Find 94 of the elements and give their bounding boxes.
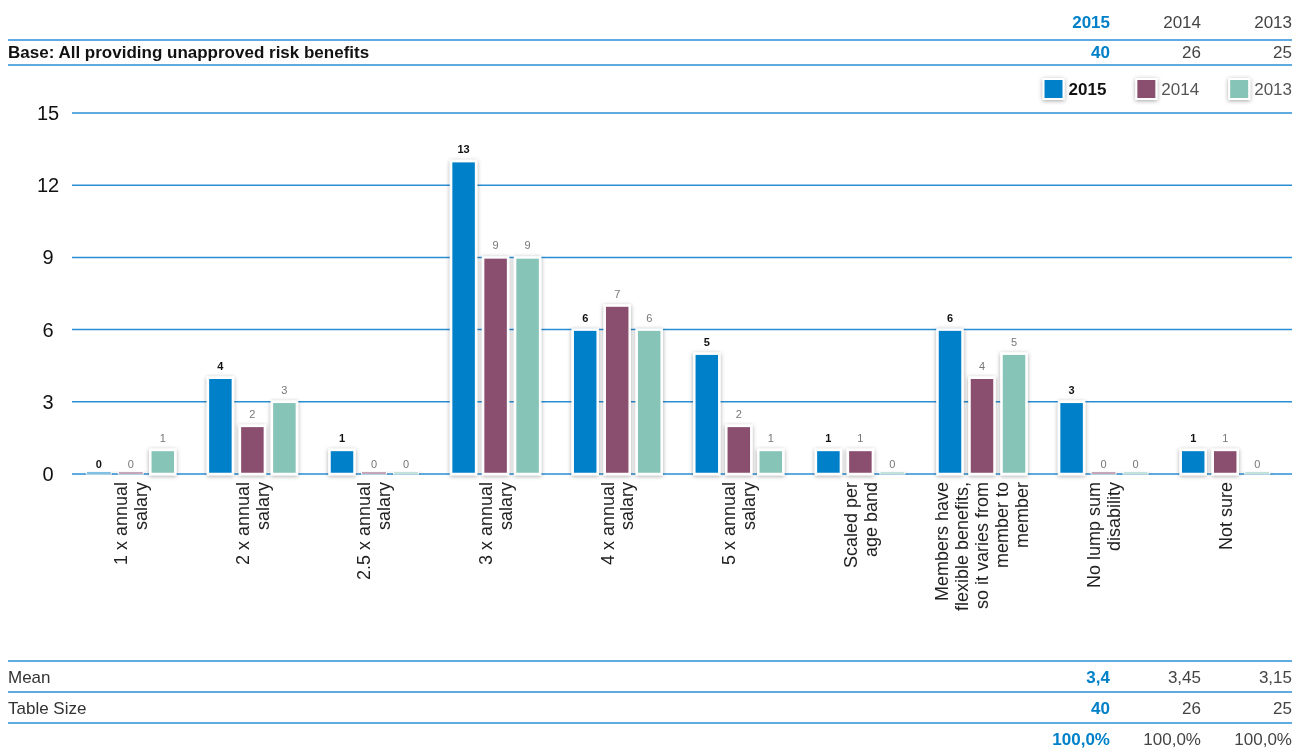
text: Table Size [8, 699, 87, 718]
text: 25 [1273, 43, 1292, 62]
text: 100,0% [1234, 730, 1292, 749]
bar [693, 352, 721, 476]
y-tick-label: 9 [42, 246, 54, 269]
x-tick-label: 2.5 x annual salary [354, 482, 395, 581]
text: 26 [1182, 699, 1201, 718]
text: 3,4 [1086, 668, 1111, 687]
data-label: 1 [1222, 431, 1229, 444]
y-tick-label: 6 [42, 318, 54, 341]
data-label: 4 [217, 359, 225, 372]
text: 2013 [1254, 13, 1292, 32]
bar [1000, 352, 1028, 476]
text: 40 [1091, 699, 1110, 718]
data-label: 5 [703, 335, 710, 348]
data-label: 0 [95, 458, 102, 470]
x-tick-label: 4 x annual salary [597, 482, 638, 566]
text: 3,45 [1167, 668, 1201, 687]
data-label: 2 [735, 407, 742, 420]
bar [85, 471, 112, 475]
x-tick-label: 2 x annual salary [232, 482, 273, 566]
data-label: 0 [127, 458, 134, 470]
bar [879, 471, 906, 475]
data-label: 1 [159, 431, 166, 444]
data-label: 5 [1010, 335, 1018, 348]
text: 25 [1273, 699, 1292, 718]
x-tick-label: 1 x annual salary [111, 482, 152, 566]
data-label: 6 [946, 311, 954, 324]
bar [603, 304, 631, 476]
bar [571, 328, 599, 476]
bar [757, 448, 785, 476]
bar [1244, 471, 1271, 475]
data-label: 4 [978, 359, 986, 372]
text: 2014 [1163, 13, 1201, 32]
data-label: 2 [249, 407, 256, 420]
x-tick-label: 3 x annual salary [475, 482, 516, 566]
text: Mean [8, 668, 51, 687]
y-tick-label: 3 [42, 390, 54, 413]
text: 100,0% [1052, 730, 1110, 749]
bar [328, 448, 356, 476]
text: 100,0% [1143, 730, 1201, 749]
data-label: 1 [825, 431, 832, 444]
data-label: 3 [281, 383, 288, 396]
bar [513, 256, 542, 476]
legend-label: 2013 [1254, 80, 1292, 99]
y-tick-label: 0 [42, 462, 54, 485]
bar [238, 424, 267, 476]
text: 2015 [1072, 13, 1110, 32]
data-label: 6 [582, 311, 589, 324]
x-tick-label: Members have flexible benefits, so it varies from member to member [932, 482, 1033, 612]
data-label: 0 [1100, 458, 1107, 470]
data-label: 0 [370, 458, 378, 470]
data-label: 1 [857, 431, 864, 444]
bar [149, 448, 177, 476]
text: 40 [1091, 43, 1110, 62]
bar [270, 400, 299, 476]
data-label: 0 [889, 458, 896, 470]
text: 3,15 [1258, 668, 1292, 687]
bar [1179, 448, 1207, 476]
bar [936, 328, 964, 476]
x-tick-label: No lump sum disability [1083, 482, 1124, 589]
y-tick-label: 15 [36, 101, 60, 124]
bar [635, 328, 663, 476]
bar [481, 256, 510, 476]
bar [968, 376, 996, 476]
bar [725, 424, 753, 476]
data-label: 3 [1068, 383, 1075, 396]
bar [846, 448, 875, 476]
chart-subtitle: Base: All providing unapproved risk benefits [8, 43, 370, 62]
data-label: 1 [338, 431, 346, 444]
data-label: 13 [457, 143, 470, 156]
legend-label: 2015 [1068, 80, 1107, 99]
data-label: 7 [614, 287, 621, 300]
data-label: 6 [646, 311, 653, 324]
bar [393, 471, 419, 475]
y-tick-label: 12 [36, 174, 60, 197]
bar [1122, 471, 1149, 475]
x-tick-label: 5 x annual salary [719, 482, 760, 566]
bar [1211, 448, 1239, 476]
bar [1057, 400, 1086, 476]
data-label: 0 [1254, 458, 1261, 470]
data-label: 1 [1190, 431, 1197, 444]
data-label: 0 [1132, 458, 1139, 470]
bar [449, 159, 478, 476]
data-label: 9 [492, 239, 499, 252]
bar [206, 376, 235, 476]
data-label: 0 [402, 458, 410, 470]
legend-label: 2014 [1161, 80, 1200, 99]
x-tick-label: Not sure [1215, 482, 1236, 551]
data-label: 1 [767, 431, 774, 444]
x-tick-label: Scaled per age band [840, 482, 881, 569]
bar [814, 448, 843, 476]
data-label: 9 [524, 239, 531, 252]
text: 26 [1182, 43, 1201, 62]
